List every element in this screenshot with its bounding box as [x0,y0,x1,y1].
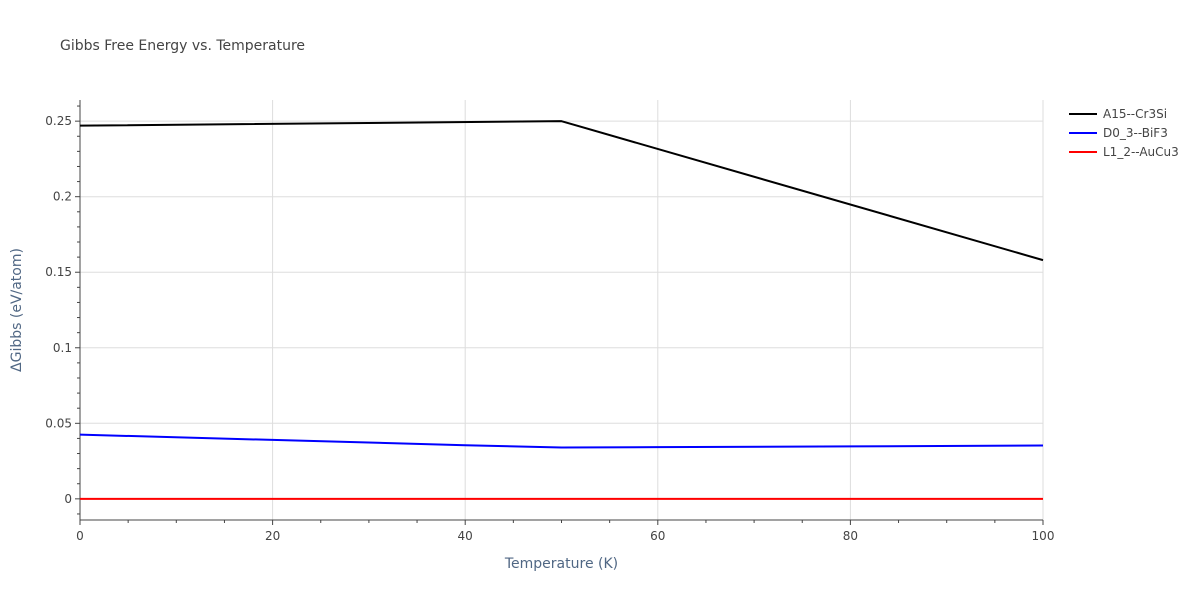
x-tick-label: 80 [843,529,858,543]
y-tick-label: 0 [64,492,72,506]
legend-label: D0_3--BiF3 [1103,126,1168,140]
legend[interactable]: A15--Cr3Si D0_3--BiF3 L1_2--AuCu3 [1069,107,1179,159]
chart-title: Gibbs Free Energy vs. Temperature [60,38,305,54]
x-tick-label: 100 [1032,529,1055,543]
axes-layer: 0 20 40 60 80 100 0 0.05 0.1 0.15 0.2 0.25 [45,100,1054,543]
y-tick-label: 0.25 [45,114,72,128]
x-tick-label: 0 [76,529,84,543]
legend-item[interactable]: L1_2--AuCu3 [1069,145,1179,159]
x-axis-title: Temperature (K) [504,556,618,572]
series-layer [79,120,1044,500]
legend-label: L1_2--AuCu3 [1103,145,1179,159]
legend-item[interactable]: A15--Cr3Si [1069,107,1167,121]
x-tick-label: 40 [458,529,473,543]
y-tick-label: 0.05 [45,416,72,430]
legend-item[interactable]: D0_3--BiF3 [1069,126,1168,140]
legend-label: A15--Cr3Si [1103,107,1167,121]
y-tick-label: 0.1 [53,341,72,355]
y-axis-title: ΔGibbs (eV/atom) [9,248,25,372]
y-tick-label: 0.2 [53,190,72,204]
x-tick-label: 60 [650,529,665,543]
series-line-1 [79,433,1044,449]
x-tick-label: 20 [265,529,280,543]
y-tick-label: 0.15 [45,265,72,279]
series-line-0 [79,120,1044,262]
